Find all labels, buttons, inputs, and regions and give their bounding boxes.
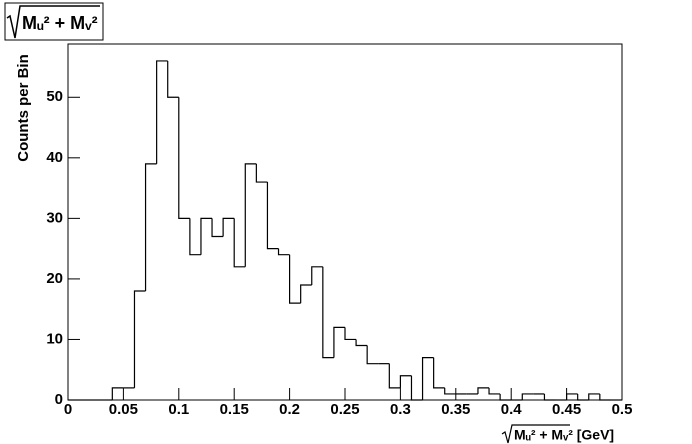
histogram-bin xyxy=(566,393,578,400)
histogram-bin xyxy=(488,387,501,395)
histogram-bin xyxy=(189,218,201,256)
histogram-bin xyxy=(133,290,146,388)
histogram-bin xyxy=(366,345,379,365)
histogram-bin xyxy=(577,393,589,401)
histogram-bin xyxy=(156,60,168,164)
y-axis-label: Counts per Bin xyxy=(15,54,32,162)
histogram-bin xyxy=(588,393,600,400)
histogram-bin xyxy=(233,218,246,268)
x-tick-label: 0.15 xyxy=(220,401,249,418)
histogram-bin xyxy=(599,393,611,401)
histogram-bin xyxy=(211,218,224,238)
histogram-bin xyxy=(255,163,268,183)
histogram-bin xyxy=(444,387,456,395)
histogram-bin xyxy=(277,248,290,256)
histogram-bin xyxy=(178,97,190,219)
y-tick-label: 40 xyxy=(46,149,63,166)
x-axis-label: Mᵤ² + Mᵥ² [GeV] xyxy=(514,427,614,443)
x-tick-label: 0.05 xyxy=(109,401,138,418)
radical-sign xyxy=(6,5,100,39)
chart-title: Mᵤ² + Mᵥ² xyxy=(22,13,98,33)
histogram-bin xyxy=(244,163,257,267)
histogram-bin xyxy=(355,339,368,347)
histogram-bin xyxy=(388,363,401,389)
histogram-bin xyxy=(311,266,323,285)
x-tick-label: 0.5 xyxy=(612,401,633,418)
y-tick-label: 30 xyxy=(46,209,63,226)
x-tick-label: 0.2 xyxy=(279,401,300,418)
x-tick-label: 0.45 xyxy=(552,401,581,418)
histogram-bin xyxy=(200,217,213,255)
histogram-bin xyxy=(433,357,445,389)
x-tick-label: 0.35 xyxy=(441,401,470,418)
histogram-bin xyxy=(289,254,301,304)
histogram-bin xyxy=(410,375,423,401)
x-tick-label: 0.3 xyxy=(390,401,411,418)
histogram-bin xyxy=(222,217,235,237)
histogram-bin xyxy=(344,327,357,341)
histogram-bin xyxy=(421,357,434,400)
histogram-bin xyxy=(543,393,556,401)
histogram-bin xyxy=(144,163,157,292)
histogram-bin xyxy=(499,393,512,401)
histogram-bin xyxy=(521,393,534,400)
histogram-bin xyxy=(477,387,490,394)
x-tick-label: 0 xyxy=(64,401,72,418)
histogram-bin xyxy=(322,266,334,359)
y-tick-label: 50 xyxy=(46,88,63,105)
x-tick-label: 0.1 xyxy=(168,401,189,418)
histogram-bin xyxy=(167,60,179,98)
x-tick-label: 0.25 xyxy=(330,401,359,418)
y-tick-label: 20 xyxy=(46,270,63,287)
radical-sign xyxy=(501,424,570,444)
y-tick-label: 10 xyxy=(46,330,63,347)
title-box xyxy=(4,2,104,41)
histogram-bin xyxy=(266,182,279,250)
histogram-bin xyxy=(333,326,345,358)
x-tick-label: 0.4 xyxy=(501,401,523,418)
histogram-bin xyxy=(111,387,124,400)
histogram-bin xyxy=(399,375,412,388)
histogram-bin xyxy=(300,284,312,304)
y-tick-label: 0 xyxy=(55,391,63,408)
